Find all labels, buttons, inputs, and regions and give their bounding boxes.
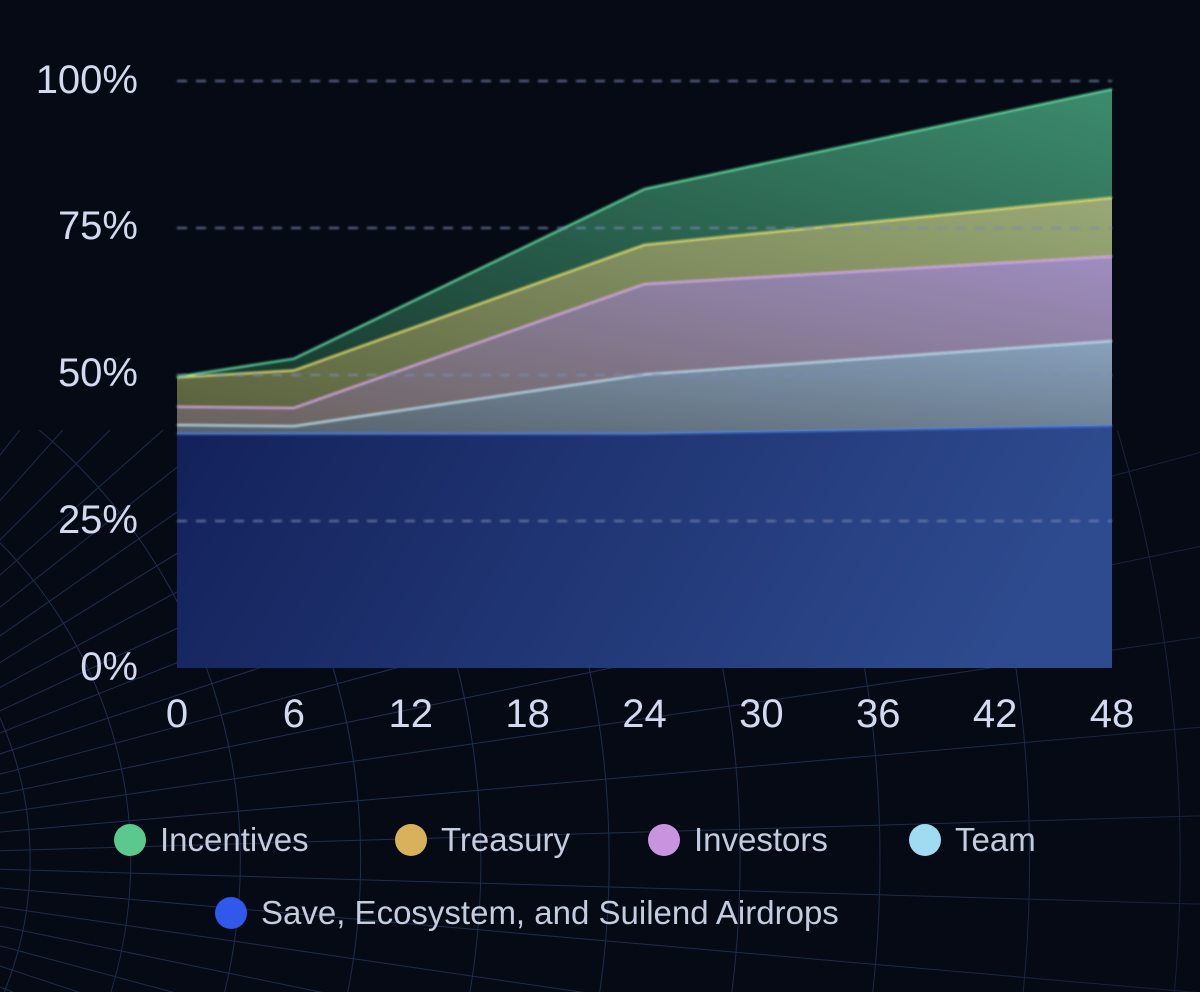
svg-text:Treasury: Treasury — [441, 821, 570, 858]
svg-text:Team: Team — [955, 821, 1036, 858]
svg-text:30: 30 — [739, 692, 784, 736]
svg-text:6: 6 — [283, 692, 305, 736]
svg-text:24: 24 — [622, 692, 667, 736]
svg-text:Investors: Investors — [694, 821, 828, 858]
svg-text:48: 48 — [1090, 692, 1135, 736]
svg-text:50%: 50% — [58, 351, 138, 395]
svg-text:36: 36 — [856, 692, 901, 736]
svg-text:Incentives: Incentives — [160, 821, 309, 858]
svg-text:42: 42 — [973, 692, 1018, 736]
svg-text:75%: 75% — [58, 204, 138, 248]
svg-text:Save, Ecosystem, and Suilend A: Save, Ecosystem, and Suilend Airdrops — [261, 894, 839, 931]
svg-text:18: 18 — [505, 692, 550, 736]
svg-text:100%: 100% — [36, 58, 138, 102]
svg-text:0: 0 — [166, 692, 188, 736]
svg-text:0%: 0% — [80, 645, 138, 689]
svg-text:12: 12 — [389, 692, 434, 736]
svg-text:25%: 25% — [58, 498, 138, 542]
